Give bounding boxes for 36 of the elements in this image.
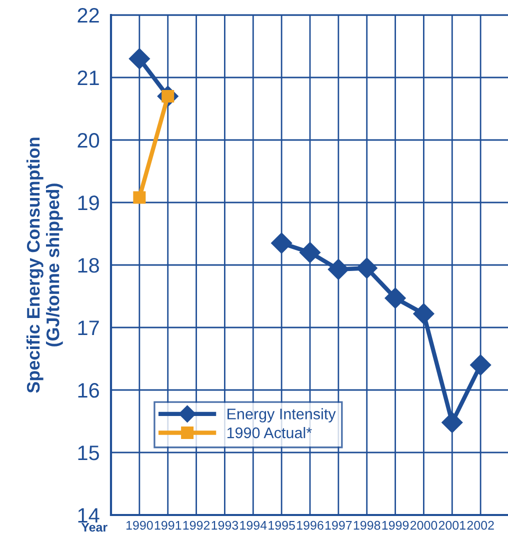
y-tick-label: 14: [78, 508, 100, 523]
y-tick-label: 19: [78, 196, 99, 210]
y-tick-label: 18: [78, 258, 99, 273]
point: [470, 354, 492, 376]
point: [271, 232, 292, 254]
legend-label: 1990 Actual*: [227, 427, 312, 438]
x-tick-label: 1995: [268, 520, 295, 530]
x-tick-label: 2001: [438, 520, 466, 530]
point: [442, 412, 463, 434]
x-tick-label: 1996: [297, 520, 324, 530]
point: [356, 258, 378, 279]
x-tick-label: 1990: [126, 520, 153, 530]
y-tick-label: 22: [78, 8, 99, 23]
point: [299, 242, 321, 264]
x-axis-title: Year: [81, 522, 108, 532]
x-tick-label: 2002: [467, 520, 494, 530]
x-tick-label: 1993: [212, 520, 238, 530]
y-axis-title: Specific Energy Consumption (GJ/tonne shipped): [26, 138, 63, 393]
x-tick-label: 1997: [325, 520, 352, 530]
point: [413, 303, 434, 324]
x-tick-label: 2000: [410, 520, 438, 530]
point: [328, 258, 349, 280]
y-tick-label: 16: [78, 383, 99, 398]
x-tick-label: 1998: [354, 520, 380, 530]
x-tick-label: 1999: [382, 520, 409, 530]
legend-label: Energy Intensity: [228, 408, 336, 422]
y-tick-label: 17: [78, 320, 99, 336]
y-tick-label: 15: [78, 446, 100, 460]
x-tick-label: 1992: [183, 520, 210, 530]
point: [133, 191, 146, 204]
y-tick-label: 20: [78, 133, 100, 148]
point: [384, 288, 406, 309]
x-tick-label: 1994: [240, 520, 267, 530]
point: [128, 48, 150, 70]
x-tick-label: 1991: [154, 520, 182, 530]
y-tick-label: 21: [78, 70, 99, 86]
